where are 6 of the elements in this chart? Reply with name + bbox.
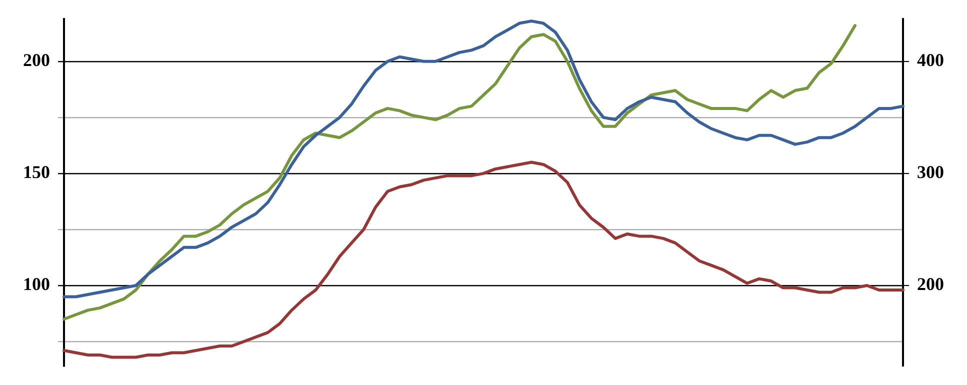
y-tick-label: 100: [23, 274, 50, 294]
y2-tick-label: 400: [917, 50, 944, 70]
y2-tick-label: 300: [917, 162, 944, 182]
y2-tick-label: 200: [917, 274, 944, 294]
y-tick-label: 150: [23, 162, 50, 182]
y-tick-label: 200: [23, 50, 50, 70]
